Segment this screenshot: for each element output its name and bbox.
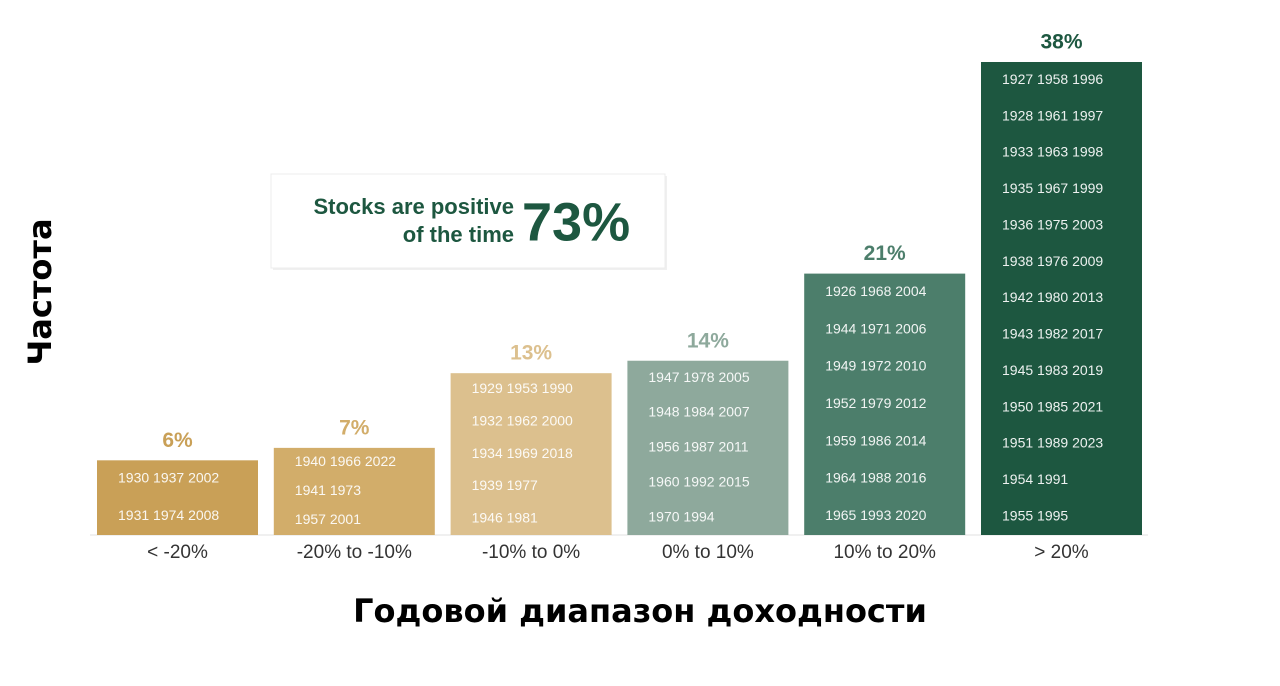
bar-years: 1931 1974 2008 bbox=[118, 507, 219, 523]
bar-years: 1941 1973 bbox=[295, 482, 361, 498]
annotation-text: of the time bbox=[403, 222, 514, 247]
bar-years: 1956 1987 2011 bbox=[648, 439, 748, 455]
value-label: 38% bbox=[1040, 31, 1082, 54]
x-tick-label: 0% to 10% bbox=[662, 542, 754, 563]
value-label: 6% bbox=[162, 429, 193, 452]
bar bbox=[273, 447, 435, 535]
value-label: 13% bbox=[510, 342, 552, 365]
x-tick-label: < -20% bbox=[147, 542, 208, 563]
annotation-box bbox=[270, 173, 666, 269]
x-tick-label: -20% to -10% bbox=[297, 542, 412, 563]
value-label: 7% bbox=[339, 416, 370, 439]
bar-years: 1934 1969 2018 bbox=[472, 445, 573, 461]
bar-years: 1950 1985 2021 bbox=[1002, 398, 1103, 414]
bar bbox=[627, 360, 789, 535]
bar-years: 1938 1976 2009 bbox=[1002, 253, 1103, 269]
value-label: 21% bbox=[864, 242, 906, 265]
bar-years: 1959 1986 2014 bbox=[825, 432, 926, 448]
bar-years: 1957 2001 bbox=[295, 511, 361, 527]
bar-years: 1936 1975 2003 bbox=[1002, 216, 1103, 232]
bar bbox=[97, 460, 258, 535]
bar-years: 1940 1966 2022 bbox=[295, 453, 396, 469]
bar-years: 1945 1983 2019 bbox=[1002, 362, 1103, 378]
bar bbox=[450, 373, 612, 535]
bar-years: 1927 1958 1996 bbox=[1002, 71, 1103, 87]
bar-years: 1933 1963 1998 bbox=[1002, 144, 1103, 160]
x-tick-label: > 20% bbox=[1034, 542, 1089, 563]
bar-years: 1965 1993 2020 bbox=[825, 507, 926, 523]
bar-years: 1952 1979 2012 bbox=[825, 395, 926, 411]
x-tick-label: 10% to 20% bbox=[833, 542, 936, 563]
bar-years: 1948 1984 2007 bbox=[648, 404, 749, 420]
bar-years: 1930 1937 2002 bbox=[118, 470, 219, 486]
bar-years: 1929 1953 1990 bbox=[472, 380, 573, 396]
bar-years: 1932 1962 2000 bbox=[472, 412, 573, 428]
bar-years: 1926 1968 2004 bbox=[825, 283, 926, 299]
bar-years: 1964 1988 2016 bbox=[825, 470, 926, 486]
bar-years: 1949 1972 2010 bbox=[825, 358, 926, 374]
bar bbox=[981, 62, 1142, 535]
bar-years: 1960 1992 2015 bbox=[648, 473, 749, 489]
bar-years: 1947 1978 2005 bbox=[648, 369, 749, 385]
annotation-value: 73% bbox=[522, 192, 630, 252]
bar-years: 1946 1981 bbox=[472, 510, 538, 526]
bar-years: 1939 1977 bbox=[472, 477, 538, 493]
bar-years: 1951 1989 2023 bbox=[1002, 435, 1103, 451]
bar-years: 1944 1971 2006 bbox=[825, 320, 926, 336]
bar-years: 1943 1982 2017 bbox=[1002, 326, 1103, 342]
y-axis-label: Частота bbox=[21, 218, 59, 365]
bar-years: 1955 1995 bbox=[1002, 508, 1068, 524]
bar-years: 1935 1967 1999 bbox=[1002, 180, 1103, 196]
bar bbox=[804, 273, 966, 535]
value-label: 14% bbox=[687, 329, 729, 352]
bar-years: 1942 1980 2013 bbox=[1002, 289, 1103, 305]
bar-years: 1928 1961 1997 bbox=[1002, 107, 1103, 123]
x-axis-label: Годовой диапазон доходности bbox=[353, 592, 927, 630]
bar-years: 1970 1994 bbox=[648, 508, 714, 524]
x-tick-label: -10% to 0% bbox=[482, 542, 580, 563]
bar-years: 1954 1991 bbox=[1002, 471, 1068, 487]
annotation-text: Stocks are positive bbox=[313, 194, 514, 219]
